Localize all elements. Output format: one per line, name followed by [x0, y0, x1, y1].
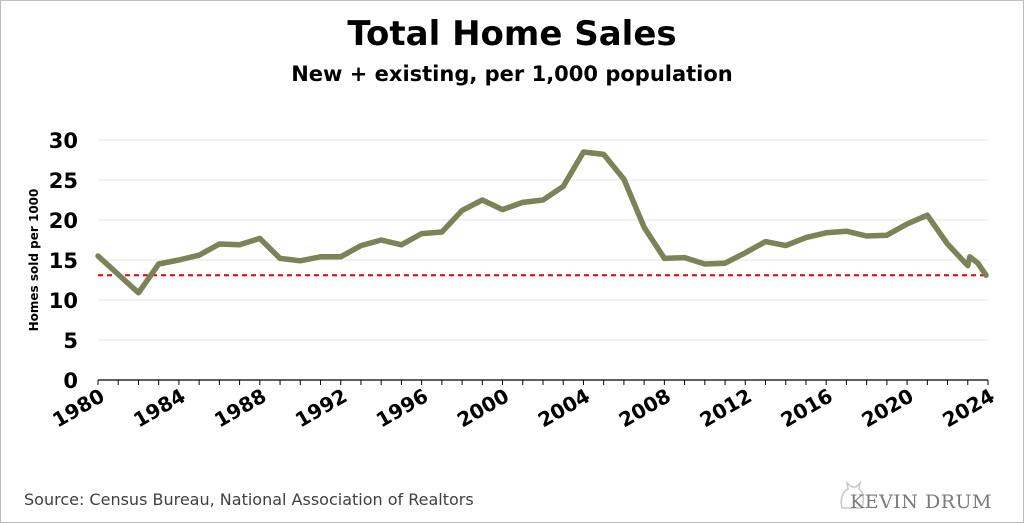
x-tick-label: 1992 [291, 384, 351, 433]
x-tick-label: 2012 [696, 384, 756, 433]
gridlines [98, 139, 988, 341]
y-tick-label: 5 [63, 329, 78, 353]
x-tick-label: 2000 [453, 384, 513, 433]
x-tick-label: 2004 [534, 384, 594, 433]
x-tick-marks [97, 380, 989, 385]
y-axis-label: Homes sold per 1000 [27, 189, 41, 332]
y-tick-label: 25 [49, 169, 78, 193]
series-line [95, 149, 989, 296]
cat-icon [840, 480, 865, 509]
y-tick-label: 20 [49, 209, 78, 233]
x-tick-label: 1980 [48, 384, 108, 433]
y-tick-labels: 0 5 10 15 20 25 30 [49, 129, 78, 393]
y-tick-label: 10 [49, 289, 78, 313]
x-tick-label: 2024 [938, 384, 998, 433]
brand-logo: KEVIN DRUM [840, 480, 992, 513]
x-tick-labels: 1980 1984 1988 1992 1996 2000 2004 2008 2012 2016… [48, 384, 998, 433]
x-tick-label: 2008 [615, 384, 675, 433]
y-tick-label: 15 [49, 249, 78, 273]
y-tick-label: 30 [49, 129, 78, 153]
source-note: Source: Census Bureau, National Associat… [24, 490, 474, 509]
x-tick-label: 1984 [129, 384, 189, 433]
y-tick-label: 0 [63, 369, 78, 393]
x-tick-label: 2016 [776, 384, 836, 433]
x-tick-label: 1996 [372, 384, 432, 433]
series-group [95, 149, 989, 296]
x-tick-label: 2020 [857, 384, 917, 433]
chart-subtitle: New + existing, per 1,000 population [291, 62, 733, 86]
x-tick-label: 1988 [210, 384, 270, 433]
brand-text: KEVIN DRUM [850, 491, 992, 513]
chart-title: Total Home Sales [347, 14, 677, 54]
